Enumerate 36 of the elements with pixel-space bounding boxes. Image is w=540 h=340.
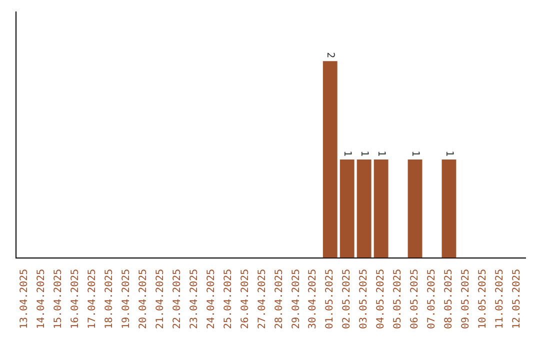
- x-tick-label: 18.04.2025: [104, 268, 115, 330]
- data-label: 2: [324, 52, 336, 58]
- x-tick-label: 04.05.2025: [376, 268, 387, 330]
- x-tick-label: 28.04.2025: [274, 268, 285, 330]
- x-tick-label: 29.04.2025: [290, 268, 302, 330]
- x-tick-label: 06.05.2025: [410, 268, 421, 330]
- x-tick-label: 14.04.2025: [36, 268, 48, 330]
- x-tick-label: 27.04.2025: [256, 268, 268, 330]
- x-tick-label: 08.05.2025: [444, 268, 455, 330]
- x-tick-label: 02.05.2025: [342, 268, 353, 330]
- x-tick-label: 17.04.2025: [87, 268, 98, 330]
- x-tick-label: 30.04.2025: [308, 268, 319, 330]
- x-tick-label: 03.05.2025: [358, 268, 370, 330]
- data-label: 1: [342, 150, 353, 156]
- x-tick-label: 15.04.2025: [53, 268, 64, 330]
- x-tick-label: 13.04.2025: [19, 268, 30, 330]
- x-tick-label: 05.05.2025: [392, 268, 404, 330]
- x-tick-label: 22.04.2025: [172, 268, 183, 330]
- x-tick-label: 07.05.2025: [426, 268, 438, 330]
- x-tick-label: 25.04.2025: [222, 268, 234, 330]
- x-tick-label: 12.05.2025: [511, 268, 522, 330]
- x-tick-label: 10.05.2025: [478, 268, 489, 330]
- data-label: 1: [443, 150, 454, 156]
- x-tick-label: 01.05.2025: [324, 268, 336, 330]
- x-tick-label: 23.04.2025: [188, 268, 200, 330]
- data-label: 1: [409, 150, 420, 156]
- x-tick-label: 19.04.2025: [120, 268, 132, 330]
- x-tick-label: 16.04.2025: [70, 268, 82, 330]
- x-tick-label: 09.05.2025: [460, 268, 472, 330]
- x-tick-label: 26.04.2025: [240, 268, 251, 330]
- data-label: 1: [358, 150, 370, 156]
- x-tick-label: 20.04.2025: [138, 268, 149, 330]
- data-label: 1: [375, 150, 386, 156]
- x-tick-label: 11.05.2025: [494, 268, 506, 330]
- x-tick-label: 24.04.2025: [206, 268, 217, 330]
- x-tick-label: 21.04.2025: [154, 268, 166, 330]
